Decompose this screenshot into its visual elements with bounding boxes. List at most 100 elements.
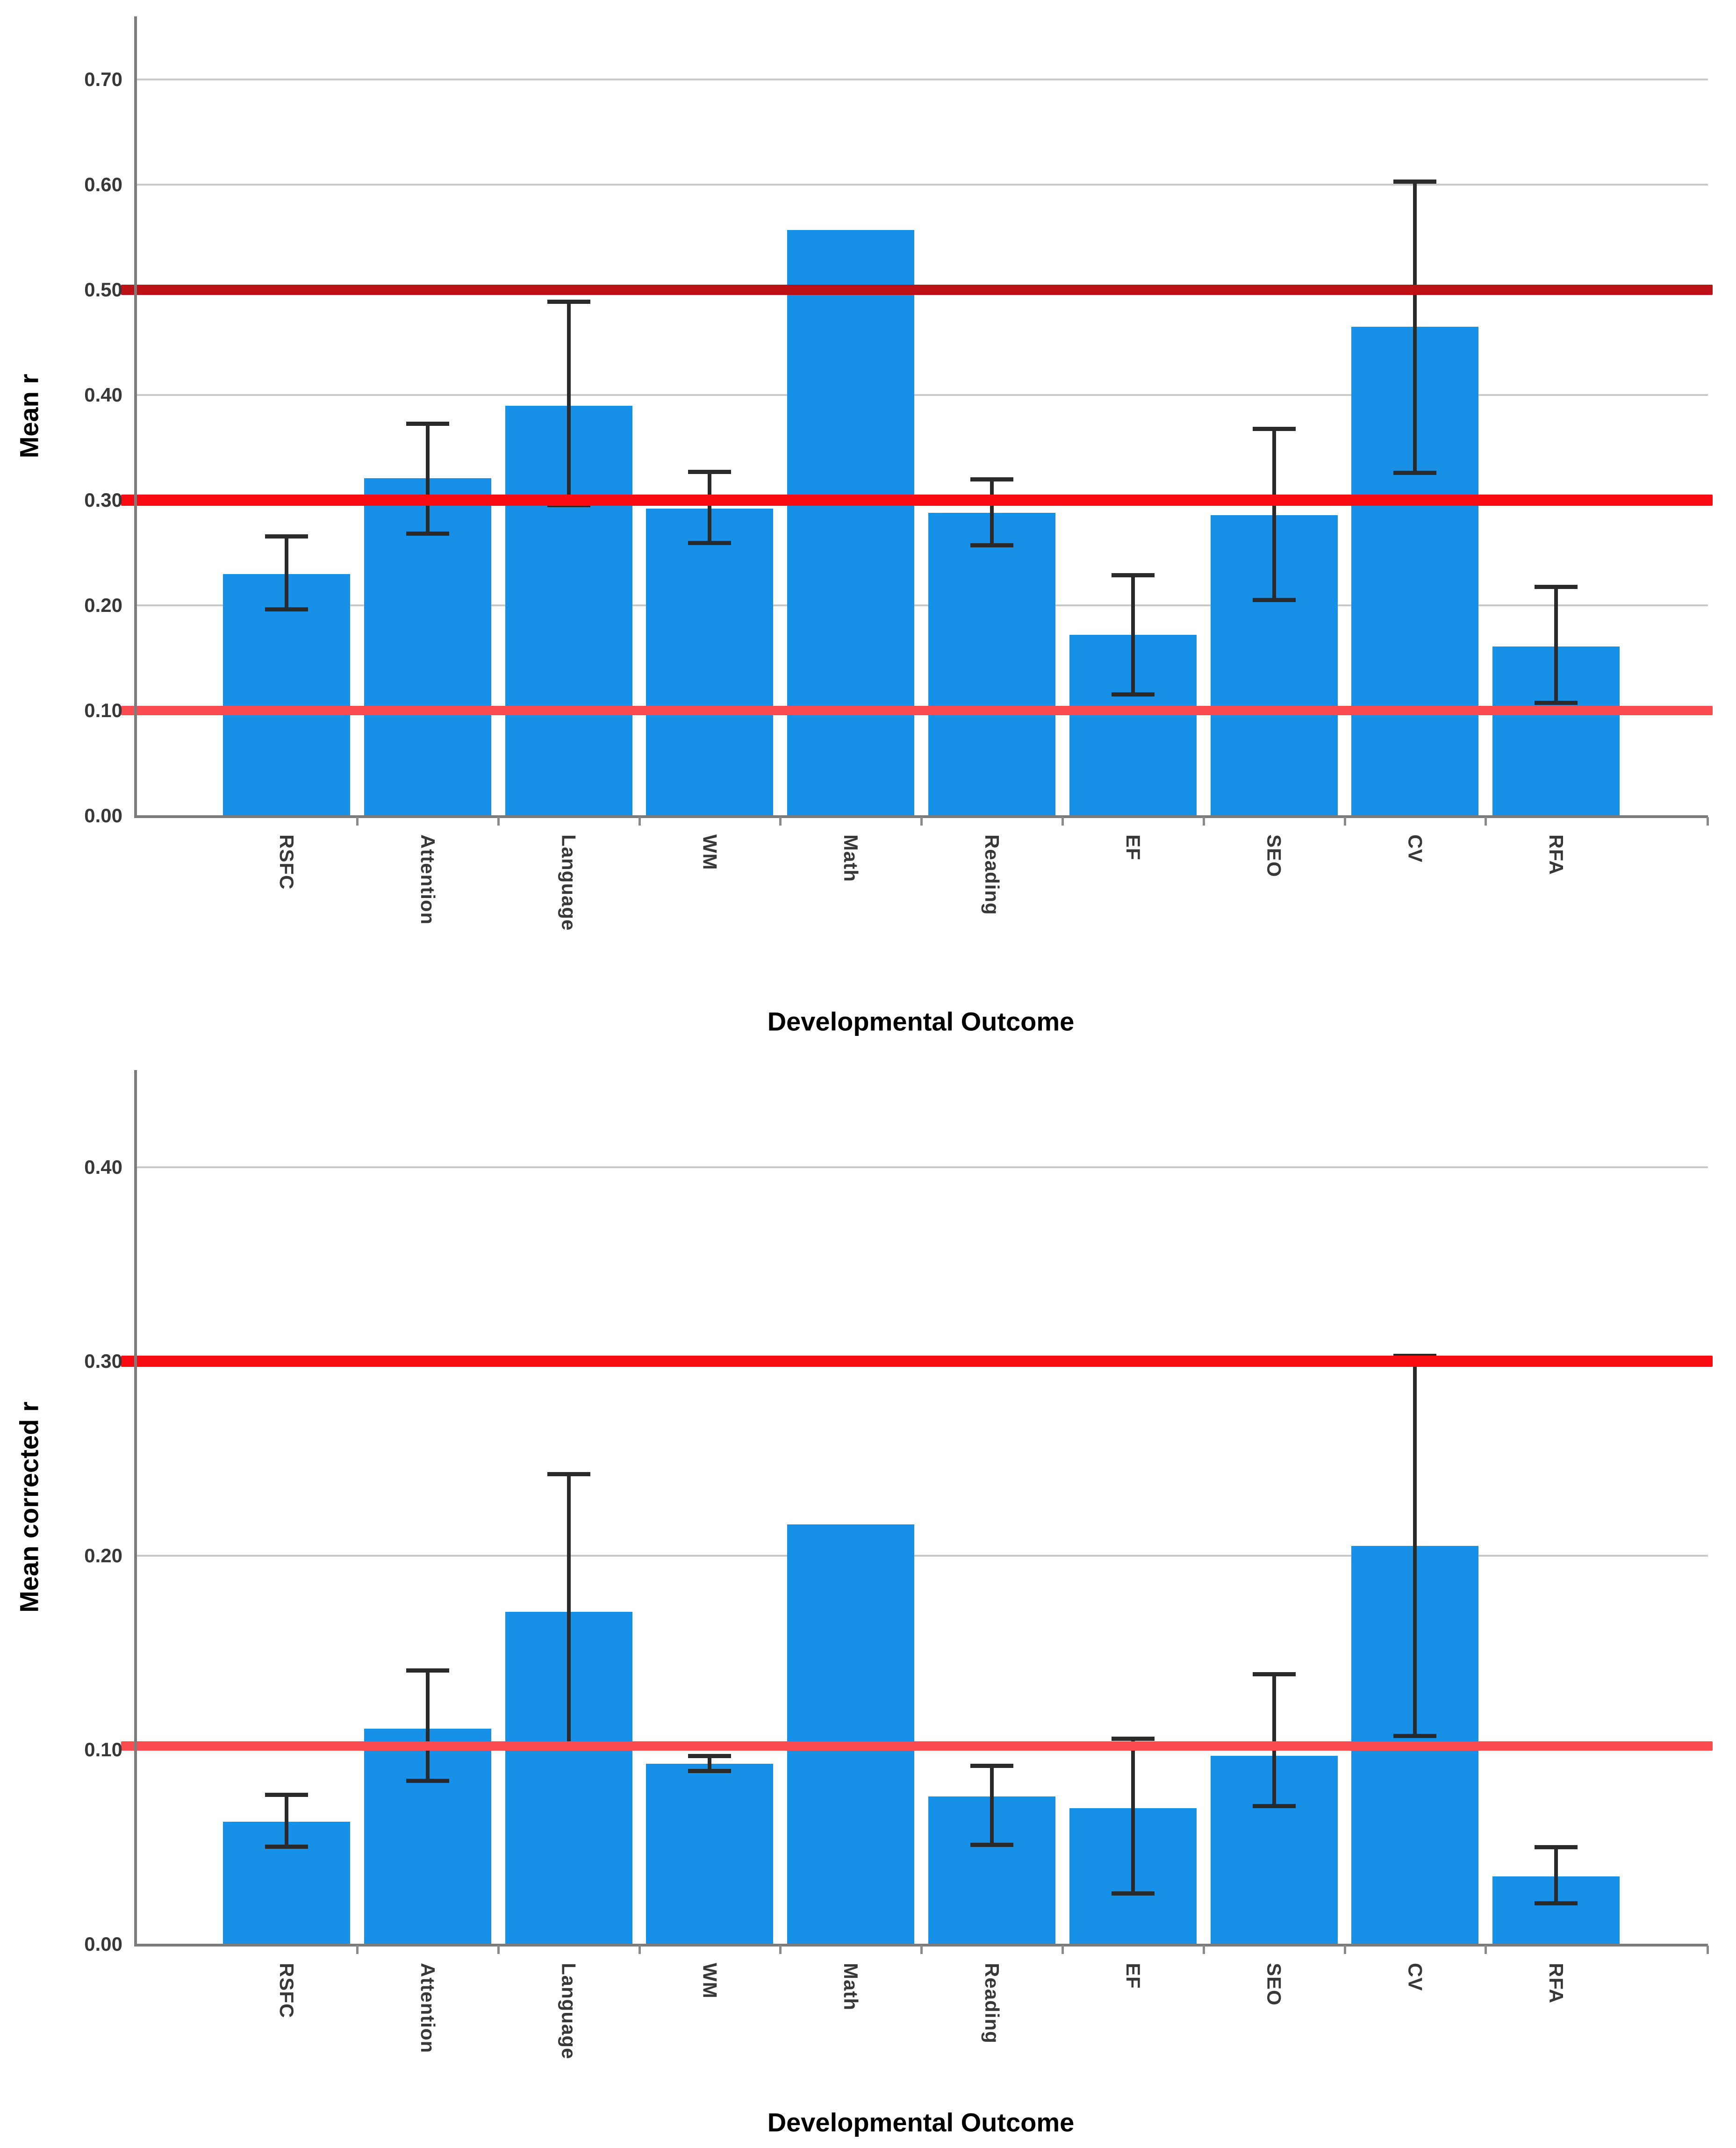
y-tick-label-0.00: 0.00 [84,805,122,826]
x-category-label-Language: Language [558,834,580,931]
error-bar-RFA [1554,586,1558,704]
gridline-0.60 [134,184,1708,186]
error-bar-cap-bottom-RFA [1535,1901,1578,1905]
bar-WM [646,509,774,816]
gridline-0.70 [134,79,1708,80]
gridline-0.40 [134,1166,1708,1168]
error-bar-Reading [990,479,994,546]
x-category-label-WM: WM [699,1963,721,1999]
x-category-label-Attention: Attention [416,834,439,925]
error-bar-cap-top-RSFC [265,534,308,539]
x-category-label-Reading: Reading [981,834,1003,915]
bar-Math [787,1524,915,1944]
error-bar-cap-bottom-RSFC [265,607,308,611]
x-axis-title: Developmental Outcome [767,2107,1075,2137]
gridline-0.40 [134,394,1708,396]
x-axis-tick [1202,1946,1205,1954]
y-tick-label-0.10: 0.10 [84,1739,122,1761]
error-bar-cap-bottom-CV [1393,470,1437,475]
error-bar-cap-bottom-CV [1393,1734,1437,1739]
error-bar-cap-bottom-RFA [1535,701,1578,705]
error-bar-SEO [1272,429,1276,600]
error-bar-cap-top-Attention [406,1668,449,1673]
x-axis-tick [1061,817,1064,826]
x-axis-tick [779,817,782,826]
error-bar-cap-top-SEO [1252,1672,1296,1677]
error-bar-cap-bottom-SEO [1252,597,1296,602]
error-bar-cap-bottom-EF [1111,692,1155,697]
error-bar-Language [567,301,571,506]
y-tick-label-0.10: 0.10 [84,699,122,721]
error-bar-cap-top-EF [1111,1736,1155,1741]
bar-Reading [928,513,1055,816]
reference-line-0.30 [121,1356,1713,1367]
error-bar-cap-top-RFA [1535,584,1578,589]
error-bar-RSFC [285,1795,288,1847]
error-bar-cap-top-Language [547,299,590,304]
x-axis-line [134,1944,1708,1947]
y-axis-line [134,16,137,818]
error-bar-WM [708,1755,712,1772]
bar-WM [646,1763,774,1944]
y-tick-label-0.30: 0.30 [84,1350,122,1372]
error-bar-EF [1131,1738,1135,1894]
x-axis-tick [1707,1946,1709,1954]
x-axis-tick [356,817,359,826]
error-bar-cap-bottom-Attention [406,532,449,536]
x-axis-tick [497,1946,500,1954]
y-tick-label-0.60: 0.60 [84,173,122,195]
error-bar-cap-top-WM [688,1753,732,1758]
x-axis-tick [1061,1946,1064,1954]
error-bar-cap-top-RFA [1535,1845,1578,1850]
error-bar-cap-top-Reading [970,477,1013,481]
error-bar-Attention [425,1670,430,1781]
error-bar-cap-bottom-EF [1111,1891,1155,1896]
y-tick-label-0.00: 0.00 [84,1933,122,1955]
error-bar-cap-top-SEO [1252,427,1296,431]
x-axis-tick [1202,817,1205,826]
x-category-label-Reading: Reading [981,1963,1003,2044]
y-tick-label-0.20: 0.20 [84,594,122,616]
error-bar-cap-top-Attention [406,421,449,426]
y-tick-label-0.70: 0.70 [84,68,122,90]
reference-line-0.30 [121,495,1713,506]
x-category-label-RFA: RFA [1545,834,1568,875]
error-bar-cap-top-Reading [970,1763,1013,1768]
x-axis-tick [1343,1946,1346,1954]
error-bar-cap-top-CV [1393,180,1437,184]
y-tick-label-0.50: 0.50 [84,279,122,301]
x-axis-title: Developmental Outcome [767,1006,1075,1036]
error-bar-WM [708,472,712,544]
error-bar-cap-top-EF [1111,573,1155,577]
x-category-label-CV: CV [1404,834,1427,863]
error-bar-EF [1131,575,1135,695]
error-bar-SEO [1272,1674,1276,1806]
y-axis-title: Mean corrected r [14,1401,44,1613]
error-bar-CV [1413,1355,1417,1737]
error-bar-RFA [1554,1847,1558,1904]
x-category-label-SEO: SEO [1263,834,1285,877]
x-axis-tick [779,1946,782,1954]
x-axis-tick [1485,817,1487,826]
error-bar-cap-bottom-Reading [970,543,1013,547]
x-category-label-EF: EF [1122,1963,1144,1989]
error-bar-cap-top-WM [688,470,732,474]
error-bar-Reading [990,1765,994,1846]
x-category-label-Language: Language [558,1963,580,2060]
x-axis-tick [920,1946,923,1954]
x-category-label-Attention: Attention [416,1963,439,2054]
bar-RSFC [223,574,350,816]
reference-line-0.10 [121,706,1713,715]
y-tick-label-0.30: 0.30 [84,489,122,511]
x-category-label-RSFC: RSFC [276,834,298,890]
x-category-label-RSFC: RSFC [276,1963,298,2019]
error-bar-cap-bottom-RSFC [265,1845,308,1849]
error-bar-cap-top-RSFC [265,1793,308,1797]
error-bar-cap-bottom-WM [688,1769,732,1774]
x-category-label-EF: EF [1122,834,1144,861]
x-category-label-CV: CV [1404,1963,1427,1991]
error-bar-cap-bottom-SEO [1252,1803,1296,1808]
y-axis-title: Mean r [14,374,44,459]
x-axis-line [134,815,1708,818]
x-category-label-Math: Math [840,834,862,882]
